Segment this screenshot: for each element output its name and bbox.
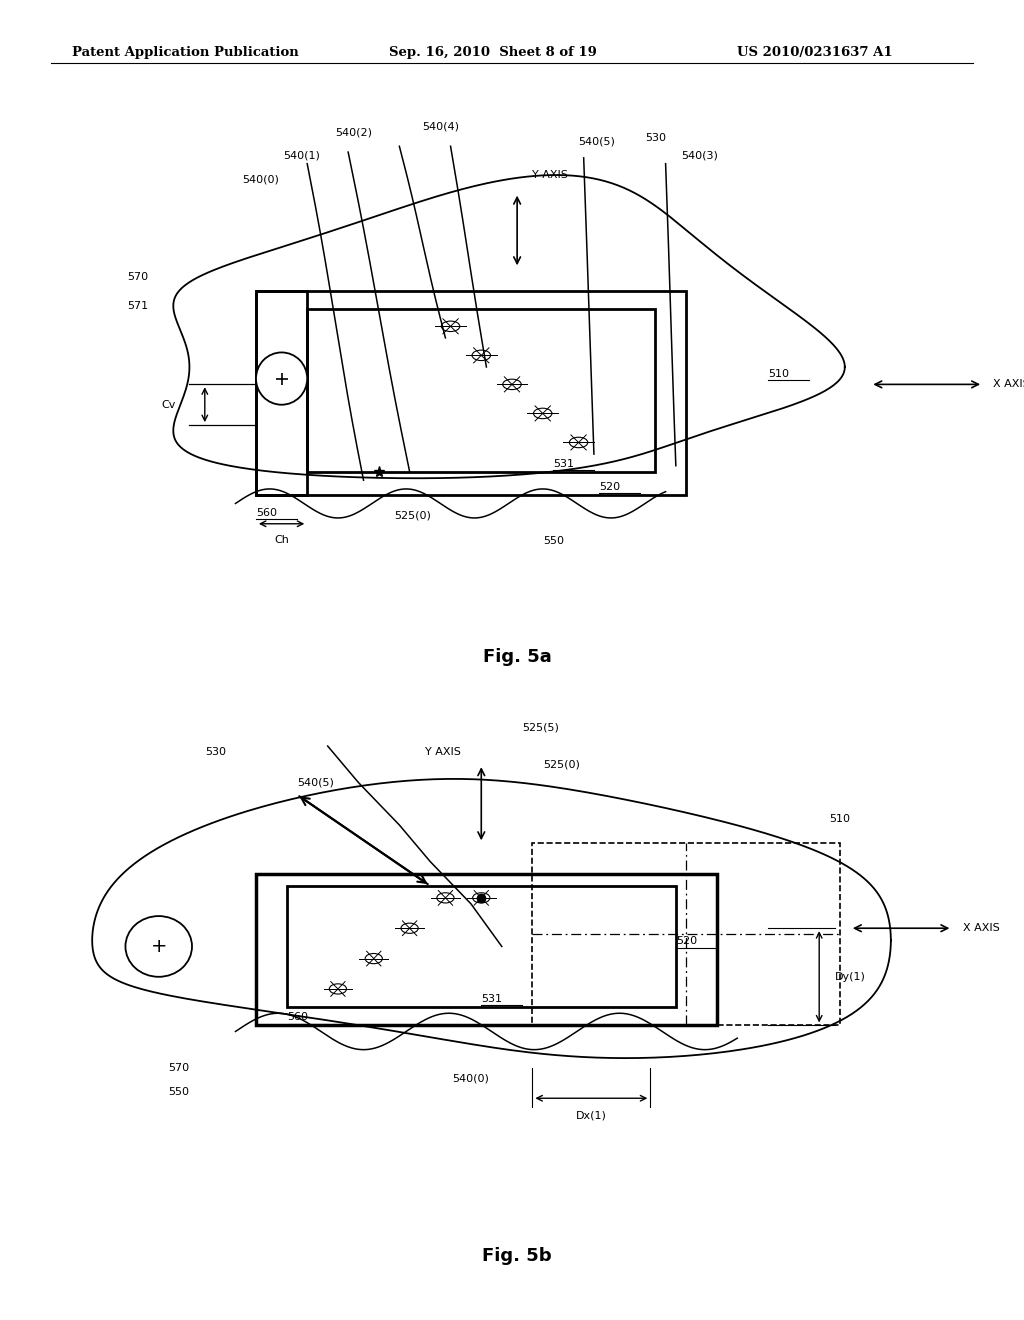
Text: 560: 560 [287, 1012, 308, 1022]
Text: Y AXIS: Y AXIS [532, 170, 568, 181]
Text: 540(0): 540(0) [243, 174, 280, 183]
Bar [256, 874, 717, 1026]
Text: 525(5): 525(5) [522, 723, 559, 733]
Text: Dx(1): Dx(1) [575, 1110, 607, 1121]
Text: 550: 550 [168, 1088, 189, 1097]
Bar [256, 292, 307, 495]
Text: X AXIS: X AXIS [993, 379, 1024, 389]
Text: 570: 570 [168, 1063, 189, 1073]
Text: 530: 530 [645, 133, 667, 144]
Text: Sep. 16, 2010  Sheet 8 of 19: Sep. 16, 2010 Sheet 8 of 19 [389, 46, 597, 59]
Text: 525(0): 525(0) [394, 510, 431, 520]
Text: 531: 531 [553, 458, 574, 469]
Text: Y AXIS: Y AXIS [425, 747, 461, 758]
Text: 540(5): 540(5) [297, 777, 334, 788]
Text: 510: 510 [768, 368, 790, 379]
Text: +: + [151, 937, 167, 956]
Text: 520: 520 [599, 482, 621, 492]
Text: 540(4): 540(4) [422, 121, 459, 132]
Text: 570: 570 [127, 272, 148, 282]
Bar [287, 886, 676, 1007]
Text: Cv: Cv [162, 400, 176, 409]
Text: 520: 520 [676, 936, 697, 946]
Text: Patent Application Publication: Patent Application Publication [72, 46, 298, 59]
Text: 540(2): 540(2) [335, 128, 372, 137]
Text: 510: 510 [829, 814, 851, 824]
Text: 531: 531 [481, 994, 503, 1005]
Text: 571: 571 [127, 301, 148, 312]
Text: Dy(1): Dy(1) [835, 972, 865, 982]
Text: 540(0): 540(0) [453, 1074, 489, 1084]
Bar [256, 292, 686, 495]
Text: Fig. 5a: Fig. 5a [482, 648, 552, 667]
Bar [532, 843, 840, 1026]
Text: Ch: Ch [274, 536, 289, 545]
Text: 530: 530 [205, 747, 226, 758]
Bar [307, 309, 655, 471]
Text: 550: 550 [543, 536, 564, 546]
Ellipse shape [126, 916, 193, 977]
Text: 560: 560 [256, 508, 278, 517]
Ellipse shape [256, 352, 307, 405]
Text: US 2010/0231637 A1: US 2010/0231637 A1 [737, 46, 893, 59]
Text: 525(0): 525(0) [543, 759, 580, 770]
Text: 540(1): 540(1) [284, 150, 321, 161]
Text: Fig. 5b: Fig. 5b [482, 1247, 552, 1265]
Text: 540(3): 540(3) [681, 150, 718, 161]
Text: X AXIS: X AXIS [963, 923, 999, 933]
Text: 540(5): 540(5) [579, 136, 615, 147]
